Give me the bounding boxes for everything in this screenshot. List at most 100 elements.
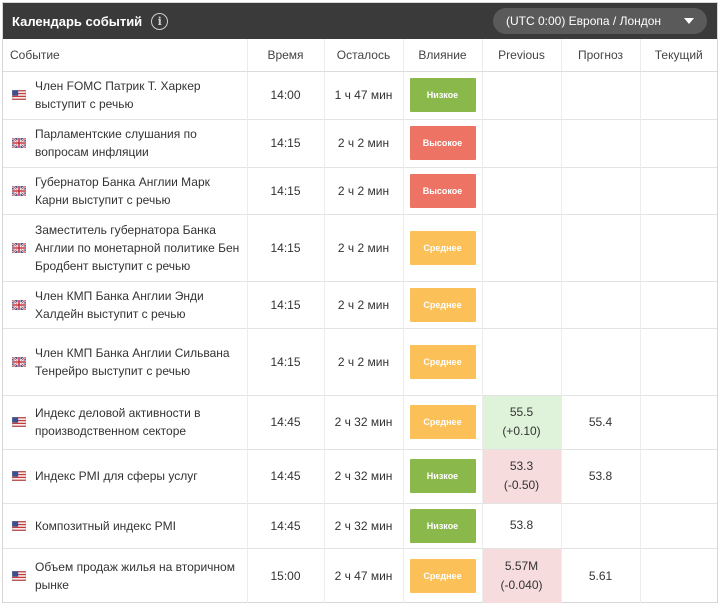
impact-cell: Низкое <box>402 502 482 548</box>
us-flag-icon <box>12 417 35 427</box>
actual-cell <box>639 327 717 395</box>
event-cell: Композитный индекс PMI <box>3 502 247 548</box>
time-cell: 14:45 <box>246 502 324 548</box>
calendar-title: Календарь событий <box>12 13 143 29</box>
impact-badge: Низкое <box>409 78 476 112</box>
calendar-header: Календарь событий i (UTC 0:00) Европа / … <box>3 3 717 39</box>
chevron-down-icon <box>684 18 694 24</box>
event-name[interactable]: Член FOMC Патрик Т. Харкер выступит с ре… <box>35 79 201 111</box>
time-cell: 14:45 <box>246 448 324 503</box>
us-flag-icon <box>12 471 35 481</box>
event-name[interactable]: Объем продаж жилья на вторичном рынке <box>35 559 235 592</box>
time-cell: 14:15 <box>246 213 324 281</box>
table-row[interactable]: Заместитель губернатора Банка Англии по … <box>3 213 717 281</box>
forecast-cell: 5.61 <box>560 547 640 603</box>
event-name[interactable]: Член КМП Банка Англии Энди Халдейн высту… <box>35 288 204 321</box>
forecast-cell <box>560 502 640 548</box>
column-header-forecast[interactable]: Прогноз <box>560 39 640 72</box>
event-cell: Индекс PMI для сферы услуг <box>3 448 247 503</box>
column-header-time[interactable]: Время <box>246 39 324 72</box>
impact-badge: Среднее <box>409 230 476 265</box>
impact-cell: Высокое <box>402 166 482 214</box>
remaining-cell: 2 ч 2 мин <box>323 213 403 281</box>
event-cell: Индекс деловой активности в производстве… <box>3 394 247 449</box>
previous-cell: 53.3 (-0.50) <box>481 448 561 503</box>
actual-cell <box>639 70 717 119</box>
event-name[interactable]: Член КМП Банка Англии Сильвана Тенрейро … <box>35 345 230 378</box>
previous-change: (-0.040) <box>500 577 543 592</box>
actual-cell <box>639 213 717 281</box>
timezone-select[interactable]: (UTC 0:00) Европа / Лондон <box>493 8 707 34</box>
forecast-cell <box>560 280 640 328</box>
column-header-previous[interactable]: Previous <box>481 39 561 72</box>
time-cell: 14:15 <box>246 280 324 328</box>
uk-flag-icon <box>12 299 35 310</box>
impact-badge: Среднее <box>409 344 476 379</box>
remaining-cell: 2 ч 2 мин <box>323 280 403 328</box>
previous-cell: 5.57M (-0.040) <box>481 547 561 603</box>
column-header-event[interactable]: Событие <box>3 39 247 72</box>
event-cell: Член FOMC Патрик Т. Харкер выступит с ре… <box>3 70 247 119</box>
event-cell: Заместитель губернатора Банка Англии по … <box>3 213 247 281</box>
event-name[interactable]: Парламентские слушания по вопросам инфля… <box>35 127 197 159</box>
event-name[interactable]: Композитный индекс PMI <box>35 518 176 533</box>
remaining-cell: 2 ч 2 мин <box>323 118 403 167</box>
forecast-cell <box>560 166 640 214</box>
table-row[interactable]: Объем продаж жилья на вторичном рынке 15:… <box>3 547 717 603</box>
table-row[interactable]: Индекс PMI для сферы услуг 14:45 2 ч 32 ми… <box>3 448 717 503</box>
time-cell: 14:15 <box>246 166 324 214</box>
remaining-cell: 1 ч 47 мин <box>323 70 403 119</box>
impact-badge: Высокое <box>409 173 476 208</box>
impact-badge: Высокое <box>409 126 476 160</box>
event-name[interactable]: Заместитель губернатора Банка Англии по … <box>35 222 240 273</box>
actual-cell <box>639 280 717 328</box>
table-row[interactable]: Член КМП Банка Англии Энди Халдейн высту… <box>3 280 717 328</box>
table-row[interactable]: Губернатор Банка Англии Марк Карни высту… <box>3 166 717 214</box>
table-row[interactable]: Композитный индекс PMI 14:45 2 ч 32 мин Низ… <box>3 502 717 548</box>
column-header-impact[interactable]: Влияние <box>402 39 482 72</box>
event-cell: Член КМП Банка Англии Энди Халдейн высту… <box>3 280 247 328</box>
impact-cell: Среднее <box>402 213 482 281</box>
event-name[interactable]: Индекс PMI для сферы услуг <box>35 469 198 483</box>
forecast-cell <box>560 70 640 119</box>
forecast-cell <box>560 118 640 167</box>
impact-cell: Высокое <box>402 118 482 167</box>
forecast-cell <box>560 213 640 281</box>
table-row[interactable]: Член КМП Банка Англии Сильвана Тенрейро … <box>3 327 717 395</box>
previous-value: 55.5 <box>509 405 534 419</box>
impact-cell: Среднее <box>402 327 482 395</box>
us-flag-icon <box>12 90 35 100</box>
actual-cell <box>639 502 717 548</box>
previous-value: 5.57M <box>504 558 539 573</box>
table-row[interactable]: Индекс деловой активности в производстве… <box>3 394 717 449</box>
time-cell: 15:00 <box>246 547 324 603</box>
event-cell: Член КМП Банка Англии Сильвана Тенрейро … <box>3 327 247 395</box>
previous-cell <box>481 166 561 214</box>
remaining-cell: 2 ч 32 мин <box>323 448 403 503</box>
table-row[interactable]: Член FOMC Патрик Т. Харкер выступит с ре… <box>3 70 717 119</box>
impact-cell: Среднее <box>402 394 482 449</box>
previous-change: (-0.50) <box>503 478 540 492</box>
time-cell: 14:15 <box>246 327 324 395</box>
previous-value: 53.8 <box>509 518 534 532</box>
remaining-cell: 2 ч 2 мин <box>323 166 403 214</box>
event-cell: Объем продаж жилья на вторичном рынке <box>3 547 247 603</box>
info-icon[interactable]: i <box>151 12 169 30</box>
previous-cell <box>481 327 561 395</box>
column-header-remaining[interactable]: Осталось <box>323 39 403 72</box>
impact-badge: Среднее <box>409 405 476 439</box>
remaining-cell: 2 ч 2 мин <box>323 327 403 395</box>
event-name[interactable]: Индекс деловой активности в производстве… <box>35 406 201 438</box>
event-name[interactable]: Губернатор Банка Англии Марк Карни высту… <box>35 174 210 207</box>
column-header-actual[interactable]: Текущий <box>639 39 717 72</box>
previous-cell <box>481 280 561 328</box>
impact-badge: Среднее <box>409 558 476 593</box>
table-row[interactable]: Парламентские слушания по вопросам инфля… <box>3 118 717 167</box>
event-cell: Губернатор Банка Англии Марк Карни высту… <box>3 166 247 214</box>
actual-cell <box>639 118 717 167</box>
impact-cell: Среднее <box>402 547 482 603</box>
table-header-row: Событие Время Осталось Влияние Previous … <box>3 39 717 72</box>
forecast-cell: 53.8 <box>560 448 640 503</box>
previous-value: 53.3 <box>509 459 534 473</box>
